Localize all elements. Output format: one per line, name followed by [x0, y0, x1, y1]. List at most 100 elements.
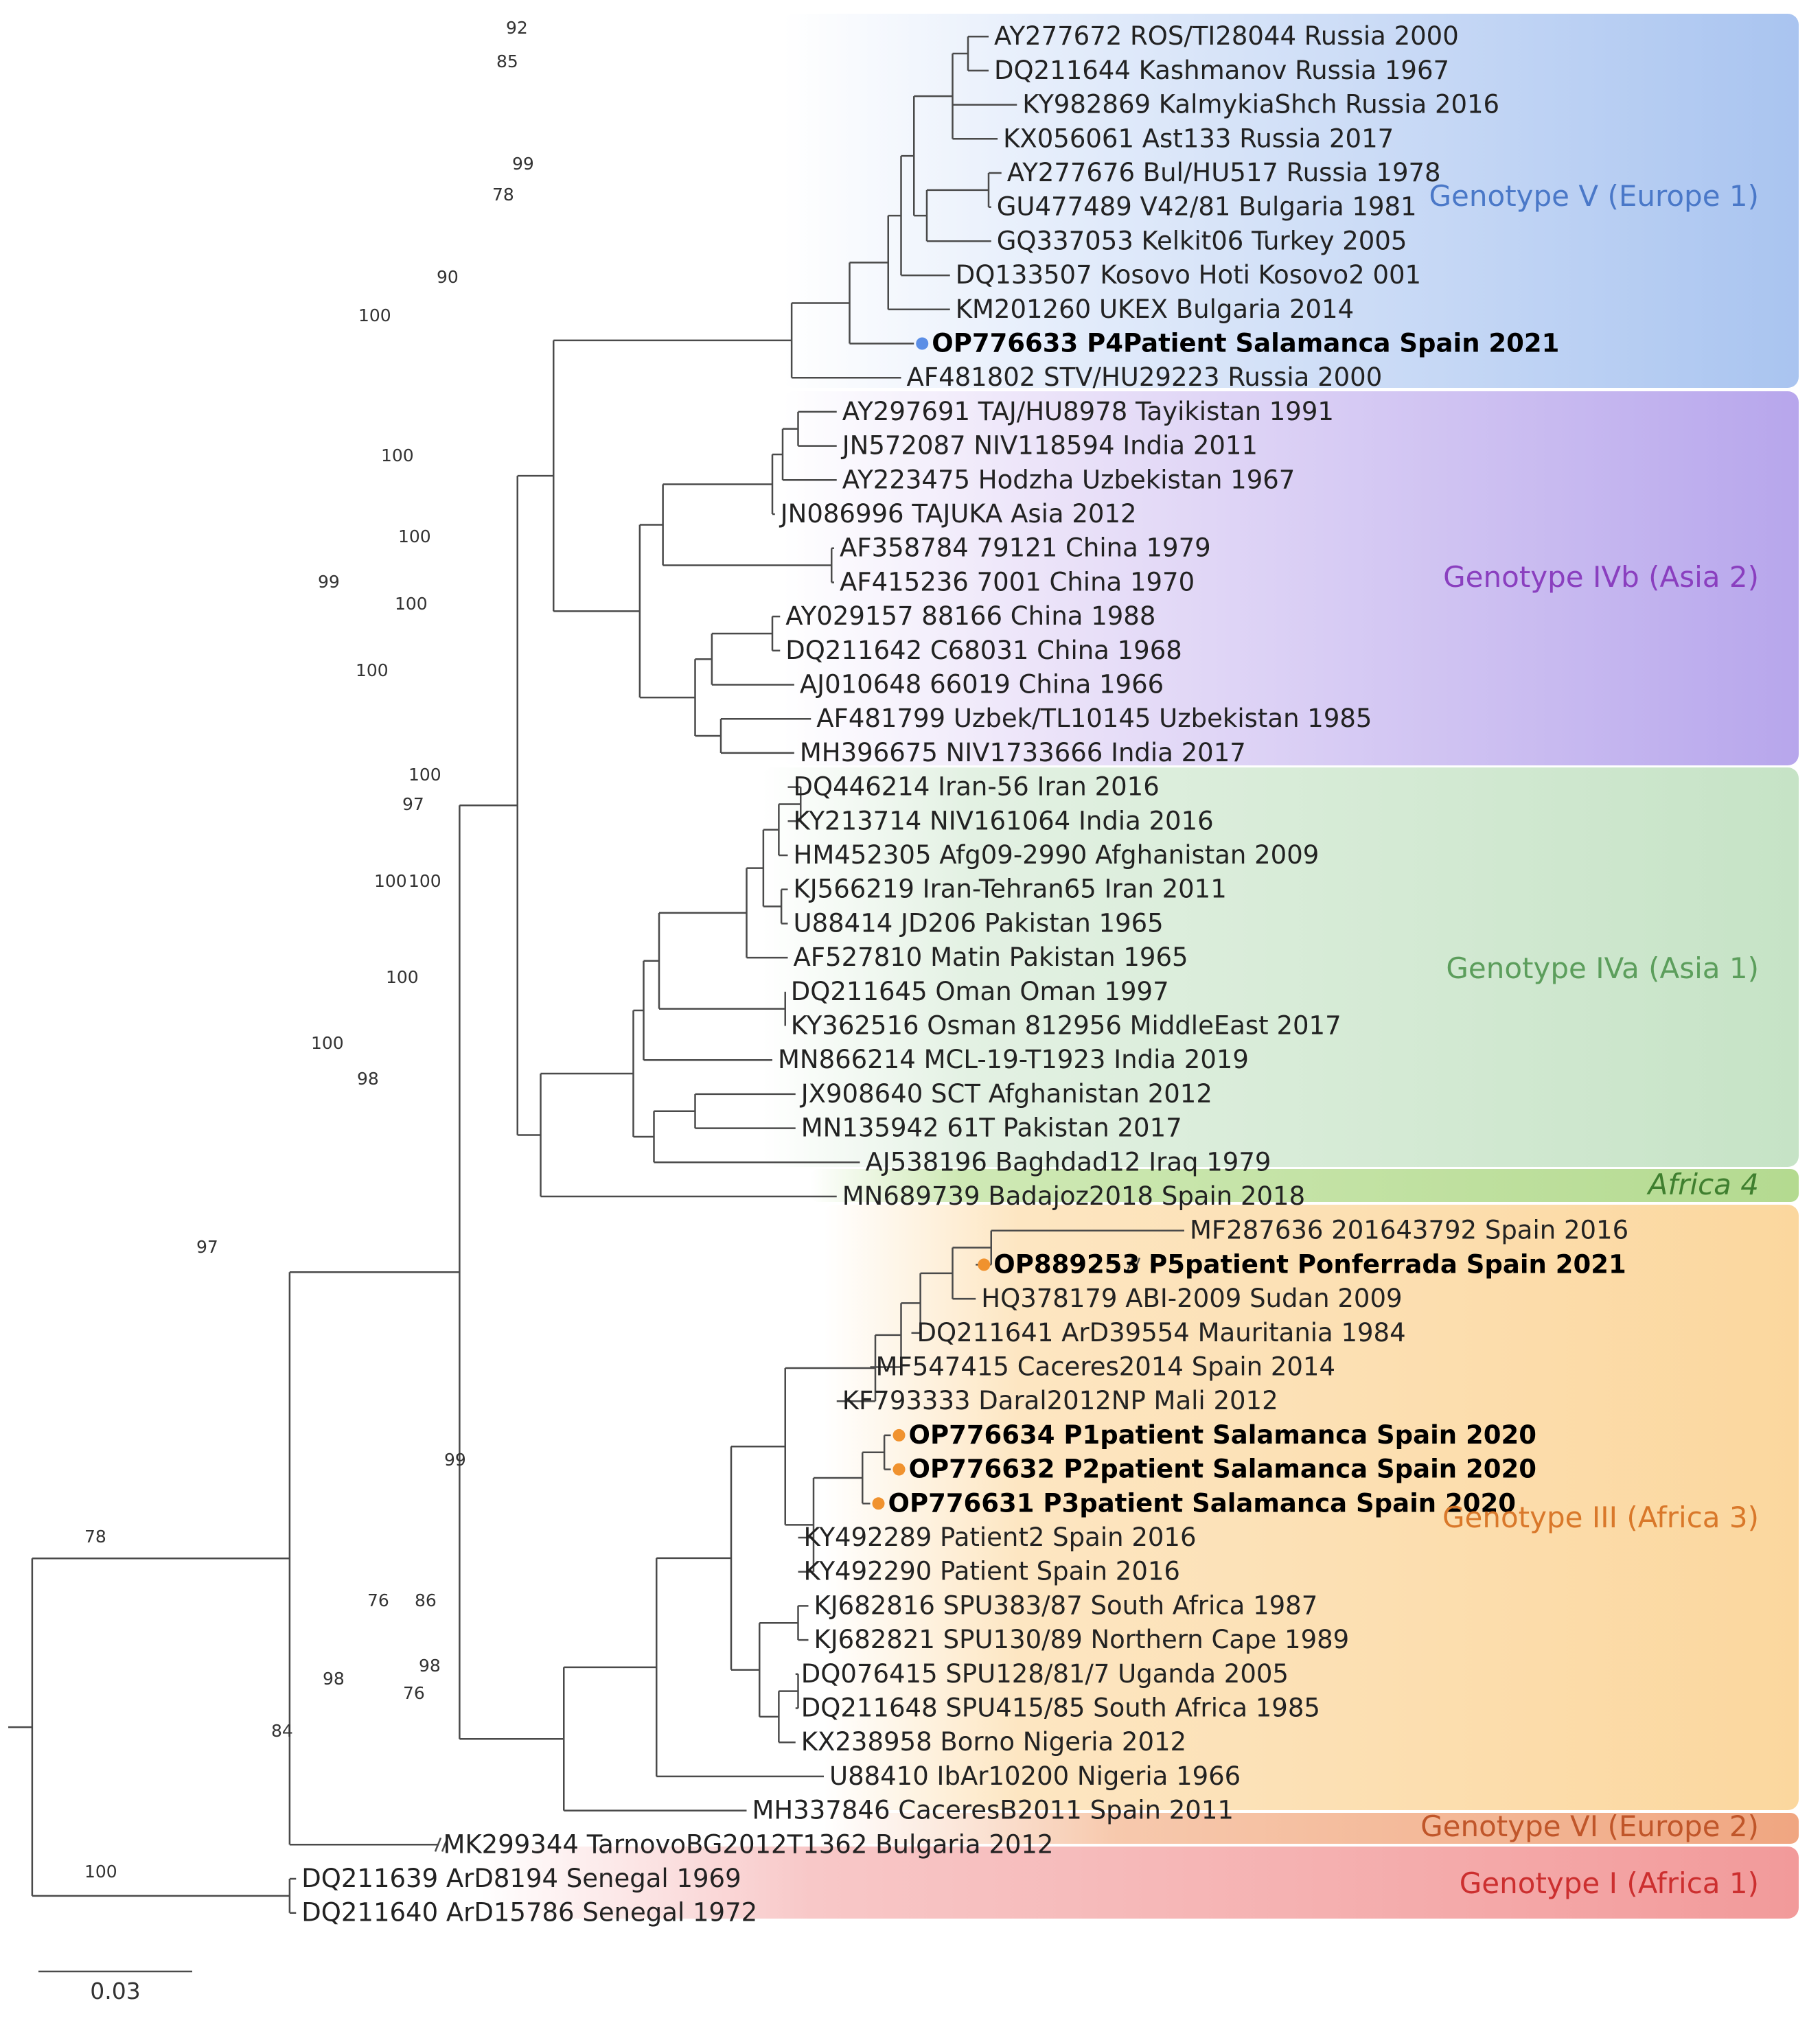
support-value: 100 [398, 526, 431, 546]
clade-label: Genotype III (Africa 3) [1442, 1501, 1759, 1534]
leaf-label: JN086996 TAJUKA Asia 2012 [779, 499, 1137, 529]
support-value: 100 [395, 594, 428, 614]
support-value: 98 [419, 1656, 441, 1676]
support-value: 99 [444, 1450, 466, 1470]
leaf-label: DQ133507 Kosovo Hoti Kosovo2 001 [956, 260, 1421, 290]
leaf-label: MN689739 Badajoz2018 Spain 2018 [842, 1181, 1305, 1211]
leaf-label: DQ211642 C68031 China 1968 [785, 636, 1182, 665]
leaf-label: JX908640 SCT Afghanistan 2012 [800, 1079, 1212, 1109]
leaf-label: KY492290 Patient Spain 2016 [804, 1557, 1180, 1586]
leaf-label: DQ211640 ArD15786 Senegal 1972 [301, 1898, 757, 1928]
clade-panel-4 [810, 1169, 1799, 1202]
leaf-label: AY297691 TAJ/HU8978 Tayikistan 1991 [842, 397, 1334, 426]
support-value: 100 [386, 967, 419, 987]
leaf-label: AF358784 79121 China 1979 [840, 533, 1211, 563]
support-value: 78 [84, 1527, 106, 1547]
support-value: 97 [402, 794, 424, 814]
leaf-label: OP889253 P5patient Ponferrada Spain 2021 [993, 1249, 1626, 1279]
support-value: 98 [357, 1069, 379, 1089]
leaf-label: HM452305 Afg09-2990 Afghanistan 2009 [794, 840, 1320, 870]
clade-label: Genotype IVb (Asia 2) [1443, 560, 1759, 594]
clade-label: Africa 4 [1646, 1168, 1759, 1201]
support-value: 100 [408, 871, 441, 891]
support-value: 99 [512, 154, 534, 174]
leaf-label: AF481802 STV/HU29223 Russia 2000 [907, 362, 1383, 392]
leaf-label: GQ337053 Kelkit06 Turkey 2005 [997, 226, 1407, 255]
support-value: 100 [311, 1033, 344, 1053]
leaf-label: OP776634 P1patient Salamanca Spain 2020 [909, 1420, 1537, 1450]
leaf-label: KJ682816 SPU383/87 South Africa 1987 [814, 1590, 1318, 1620]
tip-dot [978, 1258, 991, 1271]
support-value: 86 [415, 1590, 437, 1610]
leaf-label: MK299344 TarnovoBG2012T1362 Bulgaria 201… [444, 1829, 1054, 1859]
branch-break-mark [1133, 1257, 1141, 1272]
clade-label: Genotype V (Europe 1) [1429, 179, 1760, 213]
tip-dot [916, 337, 929, 350]
clade-panel-7 [481, 1847, 1799, 1919]
support-value: 100 [408, 765, 441, 785]
leaf-label: MF547415 Caceres2014 Spain 2014 [876, 1352, 1336, 1382]
clade-panel-2 [783, 391, 1799, 765]
leaf-label: AY223475 Hodzha Uzbekistan 1967 [842, 465, 1295, 494]
support-value: 100 [381, 445, 414, 465]
clade-panel-6 [824, 1813, 1799, 1844]
scale-bar-label: 0.03 [90, 1978, 140, 2004]
leaf-label: JN572087 NIV118594 India 2011 [841, 431, 1258, 461]
leaf-label: AJ538196 Baghdad12 Iraq 1979 [866, 1147, 1271, 1177]
leaf-label: DQ076415 SPU128/81/7 Uganda 2005 [801, 1659, 1289, 1689]
leaf-label: KJ682821 SPU130/89 Northern Cape 1989 [814, 1625, 1350, 1654]
leaf-label: KY492289 Patient2 Spain 2016 [804, 1523, 1197, 1552]
leaf-label: DQ211639 ArD8194 Senegal 1969 [301, 1864, 741, 1893]
leaf-label: MF287636 201643792 Spain 2016 [1190, 1216, 1628, 1245]
support-value: 78 [492, 185, 514, 205]
tip-dot [892, 1428, 906, 1442]
leaf-label: KM201260 UKEX Bulgaria 2014 [956, 294, 1354, 324]
leaf-label: MN866214 MCL-19-T1923 India 2019 [778, 1045, 1249, 1074]
clade-label: Genotype I (Africa 1) [1460, 1866, 1759, 1900]
leaf-label: MH337846 CaceresB2011 Spain 2011 [752, 1796, 1234, 1825]
clade-label: Genotype IVa (Asia 1) [1446, 951, 1759, 985]
support-value: 99 [318, 572, 340, 592]
leaf-label: OP776633 P4Patient Salamanca Spain 2021 [932, 329, 1559, 358]
leaf-label: AF527810 Matin Pakistan 1965 [794, 942, 1188, 972]
clade-panel-5 [824, 1205, 1799, 1810]
leaf-label: AF415236 7001 China 1970 [840, 567, 1195, 597]
leaf-label: DQ211644 Kashmanov Russia 1967 [994, 56, 1449, 85]
support-value: 98 [323, 1669, 345, 1689]
leaf-label: HQ378179 ABI-2009 Sudan 2009 [981, 1284, 1402, 1313]
tip-dot [892, 1463, 906, 1476]
leaf-label: DQ211641 ArD39554 Mauritania 1984 [917, 1318, 1406, 1347]
leaf-label: U88410 IbAr10200 Nigeria 1966 [829, 1761, 1241, 1791]
support-value: 76 [403, 1683, 425, 1703]
support-value: 85 [496, 51, 518, 71]
leaf-label: KX056061 Ast133 Russia 2017 [1003, 124, 1394, 153]
support-value: 84 [271, 1721, 293, 1741]
clade-panel-1 [783, 14, 1799, 388]
leaf-label: KX238958 Borno Nigeria 2012 [801, 1727, 1186, 1757]
support-value: 100 [358, 305, 391, 325]
leaf-label: DQ211645 Oman Oman 1997 [791, 977, 1169, 1006]
leaf-label: KY362516 Osman 812956 MiddleEast 2017 [791, 1011, 1341, 1041]
branch-break-mark [441, 1837, 449, 1852]
tip-dot [872, 1497, 885, 1510]
leaf-label: MH396675 NIV1733666 India 2017 [800, 738, 1246, 767]
leaf-label: GU477489 V42/81 Bulgaria 1981 [997, 192, 1417, 222]
leaf-label: KY213714 NIV161064 India 2016 [794, 806, 1214, 835]
support-value: 76 [367, 1590, 389, 1610]
leaf-label: AJ010648 66019 China 1966 [800, 670, 1164, 699]
leaf-label: U88414 JD206 Pakistan 1965 [794, 908, 1164, 938]
support-value: 97 [196, 1237, 218, 1257]
branch-break-mark [1126, 1257, 1134, 1272]
leaf-label: OP776632 P2patient Salamanca Spain 2020 [909, 1455, 1537, 1484]
leaf-label: MN135942 61T Pakistan 2017 [801, 1113, 1182, 1143]
clade-label: Genotype VI (Europe 2) [1420, 1809, 1759, 1843]
leaf-label: KJ566219 Iran-Tehran65 Iran 2011 [794, 875, 1227, 904]
leaf-label: AY277676 Bul/HU517 Russia 1978 [1007, 158, 1441, 187]
support-value: 100 [374, 871, 407, 891]
support-value: 90 [437, 267, 459, 287]
support-value: 92 [506, 18, 528, 38]
support-value: 100 [356, 660, 389, 680]
leaf-label: OP776631 P3patient Salamanca Spain 2020 [888, 1488, 1517, 1518]
support-value: 100 [84, 1862, 117, 1882]
